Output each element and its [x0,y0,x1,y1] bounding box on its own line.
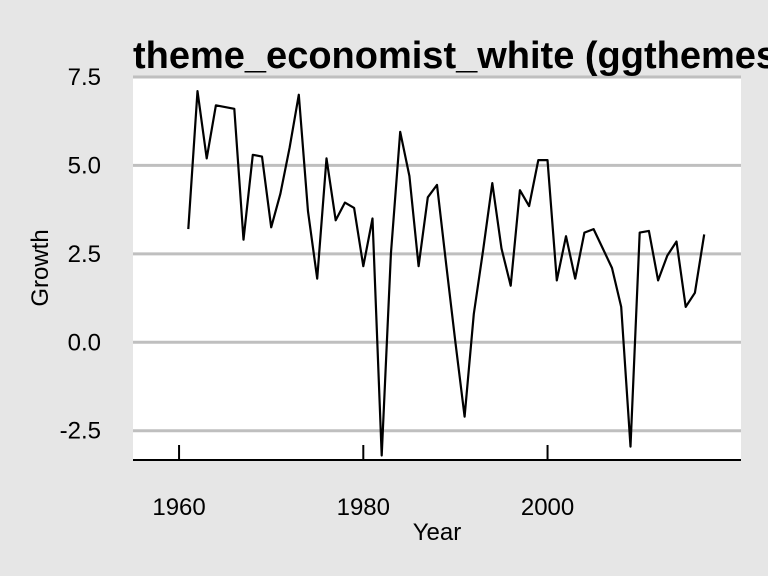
x-tick-label: 1980 [337,494,390,521]
chart-title: theme_economist_white (ggthemes) [133,35,768,77]
y-tick-label: 7.5 [68,64,101,91]
x-axis: 1960 1980 2000 [133,445,741,521]
x-axis-title: Year [413,519,462,546]
x-tick-label: 1960 [152,494,205,521]
y-tick-label: 0.0 [68,329,101,356]
y-axis: -2.5 0.0 2.5 5.0 7.5 [60,64,101,445]
x-tick-label: 2000 [521,494,574,521]
y-tick-label: 5.0 [68,152,101,179]
y-axis-title: Growth [27,229,54,306]
y-tick-label: -2.5 [60,418,101,445]
y-tick-label: 2.5 [68,241,101,268]
series-line [187,90,706,457]
plot-panel [133,77,741,459]
